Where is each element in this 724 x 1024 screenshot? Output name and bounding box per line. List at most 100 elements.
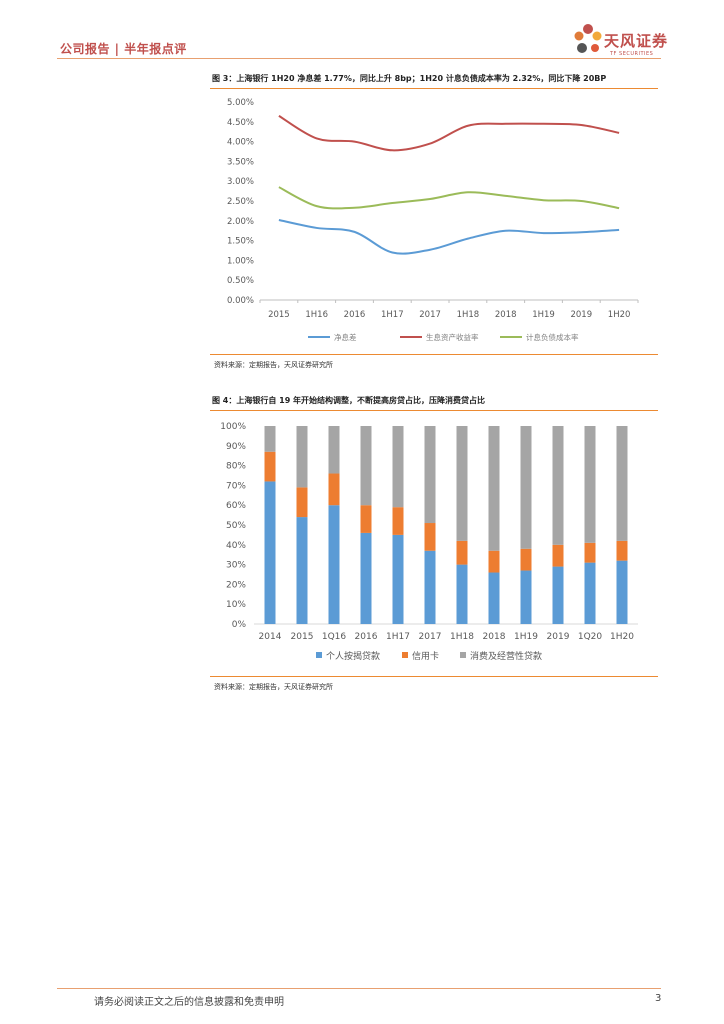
y-tick-label: 3.00% <box>227 177 254 187</box>
footer-divider <box>57 988 661 989</box>
series-line-1 <box>278 219 620 255</box>
figure3-top-rule <box>210 88 658 89</box>
y-tick-label: 2.50% <box>227 197 254 207</box>
x-tick-label: 2016 <box>355 632 378 642</box>
x-tick-label: 2015 <box>291 632 314 642</box>
bar-segment-2 <box>584 542 596 563</box>
bar-segment-3 <box>392 426 404 508</box>
x-tick-label: 1Q20 <box>578 632 603 642</box>
y-tick-label: 80% <box>226 462 246 472</box>
report-type-title: 公司报告 | 半年报点评 <box>60 42 187 56</box>
legend-label-1: 净息差 <box>334 332 357 342</box>
y-tick-label: 4.50% <box>227 118 254 128</box>
bar-segment-1 <box>424 550 436 624</box>
y-tick-label: 50% <box>226 521 246 531</box>
flower-logo-icon <box>574 24 602 53</box>
y-tick-label: 1.00% <box>227 256 254 266</box>
bar-segment-2 <box>328 473 340 506</box>
bar-segment-3 <box>488 426 500 551</box>
footer-disclaimer: 请务必阅读正文之后的信息披露和免责申明 <box>94 997 284 1008</box>
figure4-stacked-bar-chart: 0% 10% 20% 30% 40% 50% 60% 70% 80% 90% 100% 2014 201… <box>220 422 638 662</box>
company-logo: 天风证券 TF SECURITIES <box>570 20 680 60</box>
legend-label-3: 消费及经营性贷款 <box>470 650 542 662</box>
x-tick-label: 1H18 <box>450 632 474 642</box>
x-tick-label: 1H18 <box>457 310 480 320</box>
x-tick-label: 1H17 <box>386 632 410 642</box>
bar-segment-3 <box>360 426 372 506</box>
bar-segment-2 <box>456 540 468 565</box>
legend-swatch-3 <box>460 652 466 658</box>
x-tick-label: 2018 <box>495 310 517 320</box>
y-tick-label: 70% <box>226 481 246 491</box>
bar-segment-1 <box>264 481 276 624</box>
bar-segment-2 <box>392 507 404 535</box>
y-tick-label: 20% <box>226 580 246 590</box>
series-line-2 <box>278 115 620 152</box>
legend-swatch-2 <box>402 652 408 658</box>
bar-segment-1 <box>616 560 628 624</box>
bar-segment-1 <box>552 566 564 624</box>
bar-segment-3 <box>584 426 596 543</box>
y-tick-label: 3.50% <box>227 157 254 167</box>
legend-swatch-1 <box>316 652 322 658</box>
x-tick-label: 1Q16 <box>322 632 347 642</box>
bar-segment-1 <box>360 532 372 624</box>
bar-segment-3 <box>424 426 436 524</box>
x-tick-label: 2019 <box>570 310 592 320</box>
bar-segment-1 <box>456 564 468 624</box>
logo-english-name: TF SECURITIES <box>610 51 654 57</box>
bar-segment-2 <box>488 550 500 573</box>
x-tick-label: 1H16 <box>305 310 328 320</box>
y-tick-label: 60% <box>226 501 246 511</box>
bar-segment-2 <box>616 540 628 561</box>
y-tick-label: 0.00% <box>227 296 254 306</box>
legend-label-2: 信用卡 <box>412 650 439 662</box>
page-number: 3 <box>655 993 662 1004</box>
bar-segment-3 <box>552 426 564 545</box>
x-tick-label: 1H20 <box>610 632 634 642</box>
bar-segment-3 <box>296 426 308 488</box>
legend-label-3: 计息负债成本率 <box>526 332 579 342</box>
bar-segment-3 <box>264 426 276 452</box>
y-tick-label: 40% <box>226 541 246 551</box>
y-tick-label: 4.00% <box>227 138 254 148</box>
bar-segment-3 <box>520 426 532 549</box>
bar-segment-3 <box>328 426 340 474</box>
x-tick-label: 1H19 <box>532 310 555 320</box>
series-line-3 <box>278 186 620 210</box>
figure3-source: 资料来源：定期报告，天风证券研究所 <box>214 361 333 369</box>
y-tick-label: 0% <box>232 620 247 630</box>
y-tick-label: 1.50% <box>227 237 254 247</box>
figure3-line-chart: 0.00% 0.50% 1.00% 1.50% 2.00% 2.50% 3.00% 3.50%… <box>227 98 639 342</box>
x-tick-label: 2019 <box>547 632 570 642</box>
y-tick-label: 100% <box>220 422 246 432</box>
figure4-bottom-rule <box>210 676 658 677</box>
bar-segment-1 <box>584 562 596 624</box>
logo-chinese-name: 天风证券 <box>604 32 669 50</box>
bar-segment-1 <box>520 570 532 624</box>
figure4-source: 资料来源：定期报告，天风证券研究所 <box>214 683 333 691</box>
y-tick-label: 10% <box>226 600 246 610</box>
bar-segment-2 <box>296 487 308 518</box>
x-tick-label: 2017 <box>419 632 442 642</box>
bar-segment-3 <box>456 426 468 541</box>
bar-segment-3 <box>616 426 628 541</box>
bar-segment-2 <box>264 451 276 482</box>
x-tick-label: 2015 <box>268 310 290 320</box>
x-tick-label: 1H19 <box>514 632 538 642</box>
y-tick-label: 5.00% <box>227 98 254 108</box>
figure3-bottom-rule <box>210 354 658 355</box>
y-tick-label: 2.00% <box>227 217 254 227</box>
legend-label-1: 个人按揭贷款 <box>326 650 380 662</box>
figure3-caption: 图 3：上海银行 1H20 净息差 1.77%，同比上升 8bp；1H20 计息… <box>212 74 607 83</box>
x-tick-label: 1H20 <box>608 310 631 320</box>
bar-segment-2 <box>552 544 564 567</box>
y-tick-label: 0.50% <box>227 276 254 286</box>
bar-segment-1 <box>392 534 404 624</box>
bar-segment-2 <box>424 523 436 551</box>
figure4-caption: 图 4：上海银行自 19 年开始结构调整，不断提高房贷占比，压降消费贷占比 <box>212 396 486 405</box>
x-tick-label: 2016 <box>344 310 366 320</box>
bar-segment-2 <box>360 505 372 533</box>
bar-segment-1 <box>488 572 500 624</box>
x-tick-label: 1H17 <box>381 310 404 320</box>
